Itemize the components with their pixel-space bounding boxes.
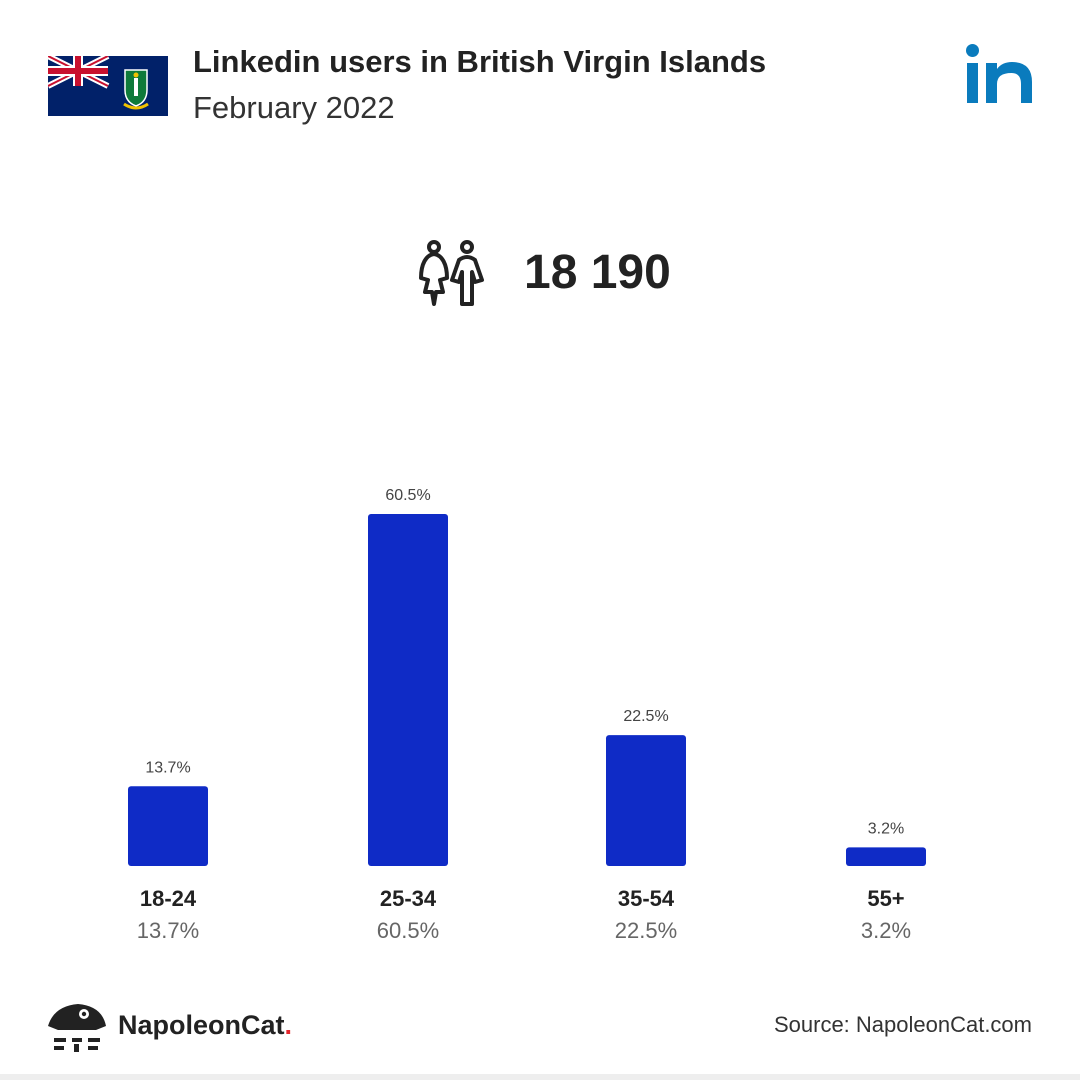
bar-value-label: 3.2% xyxy=(868,820,904,837)
brand-dot: . xyxy=(284,1010,293,1040)
category-percent-label: 60.5% xyxy=(377,918,439,943)
brand-name: NapoleonCat. xyxy=(118,1010,292,1041)
brand-name-text: NapoleonCat xyxy=(118,1010,285,1040)
british-virgin-islands-flag-icon xyxy=(48,56,168,116)
bar-25-34 xyxy=(368,514,448,866)
category-percent-label: 13.7% xyxy=(137,918,199,943)
bar-value-label: 13.7% xyxy=(145,759,190,776)
bottom-divider xyxy=(0,1074,1080,1080)
category-percent-label: 22.5% xyxy=(615,918,677,943)
bar-value-label: 22.5% xyxy=(623,708,668,725)
linkedin-logo-icon xyxy=(966,44,1032,103)
bar-value-label: 60.5% xyxy=(385,487,430,504)
bar-55+ xyxy=(846,847,926,866)
total-users-count: 18 190 xyxy=(524,245,671,299)
page-title: Linkedin users in British Virgin Islands xyxy=(193,44,767,79)
source-credit: Source: NapoleonCat.com xyxy=(773,1012,1032,1037)
people-icon xyxy=(419,240,484,306)
category-label: 18-24 xyxy=(140,886,197,911)
page-subtitle: February 2022 xyxy=(193,90,395,125)
category-label: 55+ xyxy=(867,886,904,911)
napoleoncat-logo-icon xyxy=(48,1004,106,1052)
bar-35-54 xyxy=(606,735,686,866)
category-percent-label: 3.2% xyxy=(861,918,911,943)
bar-18-24 xyxy=(128,786,208,866)
total-users: 18 190 xyxy=(418,238,671,306)
category-label: 35-54 xyxy=(618,886,675,911)
category-label: 25-34 xyxy=(380,886,437,911)
